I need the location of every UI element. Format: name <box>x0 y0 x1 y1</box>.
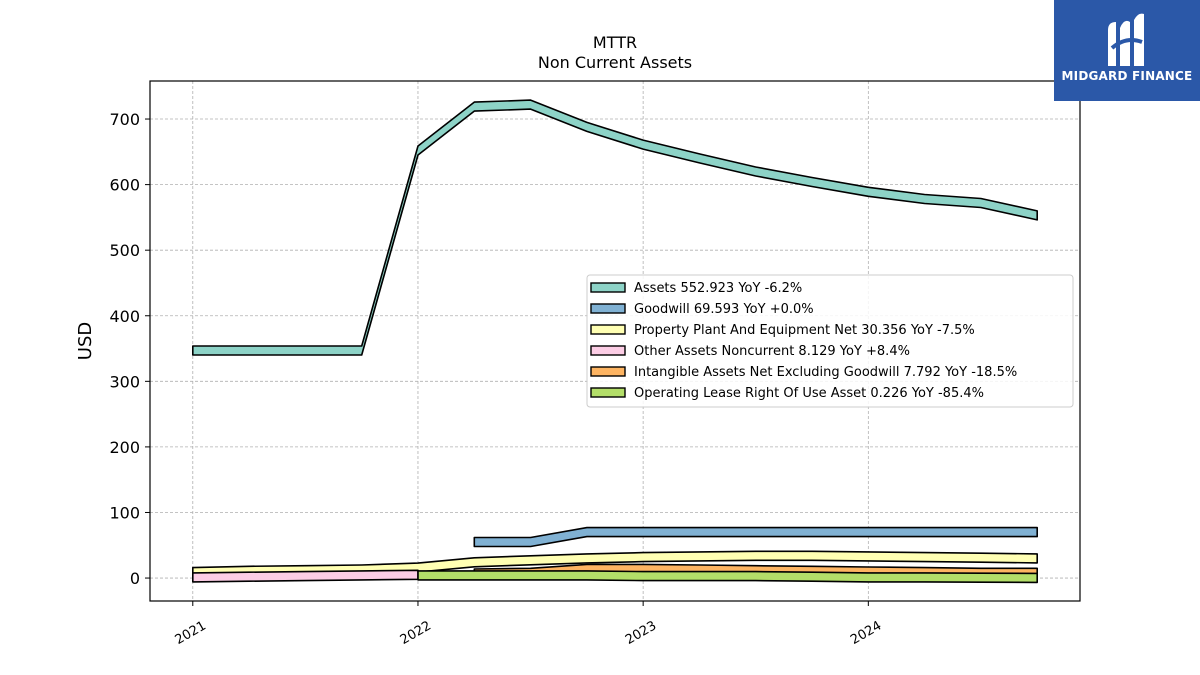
series-band-1 <box>473 526 1038 548</box>
y-tick-label: 100 <box>109 503 140 522</box>
logo-text: MIDGARD FINANCE <box>1061 69 1193 83</box>
legend-swatch <box>590 282 626 293</box>
series-band-5 <box>417 570 1038 584</box>
y-tick-label: 600 <box>109 176 140 195</box>
y-tick-label: 300 <box>109 372 140 391</box>
legend-swatch <box>590 366 626 377</box>
legend-swatch <box>590 345 626 356</box>
y-axis: 0 100 200 300 400 500 600 700 <box>109 110 150 588</box>
y-tick-label: 500 <box>109 241 140 260</box>
legend-swatch <box>590 324 626 335</box>
legend-swatch <box>590 387 626 398</box>
legend-box <box>586 274 1074 408</box>
legend-swatch <box>590 303 626 314</box>
y-tick-label: 700 <box>109 110 140 129</box>
legend-label: Operating Lease Right Of Use Asset 0.226… <box>634 386 984 401</box>
legend: Assets 552.923 YoY -6.2% Goodwill 69.593 … <box>586 274 1074 408</box>
y-tick-label: 200 <box>109 438 140 457</box>
series-band-0 <box>192 99 1038 356</box>
logo-mark-icon <box>1108 13 1144 67</box>
legend-label: Property Plant And Equipment Net 30.356 … <box>634 323 975 338</box>
y-tick-label: 400 <box>109 307 140 326</box>
legend-label: Assets 552.923 YoY -6.2% <box>634 281 802 296</box>
chart-subtitle: Non Current Assets <box>538 53 692 72</box>
legend-label: Other Assets Noncurrent 8.129 YoY +8.4% <box>634 344 910 359</box>
midgard-finance-logo: MIDGARD FINANCE <box>1054 0 1200 101</box>
y-tick-label: 0 <box>130 569 140 588</box>
series-layer <box>192 99 1038 584</box>
series-band-3 <box>192 569 419 583</box>
plot-frame <box>149 80 1081 602</box>
legend-label: Goodwill 69.593 YoY +0.0% <box>634 302 814 317</box>
chart-title: MTTR <box>593 33 637 52</box>
legend-label: Intangible Assets Net Excluding Goodwill… <box>634 365 1017 380</box>
y-axis-label: USD <box>75 322 96 360</box>
